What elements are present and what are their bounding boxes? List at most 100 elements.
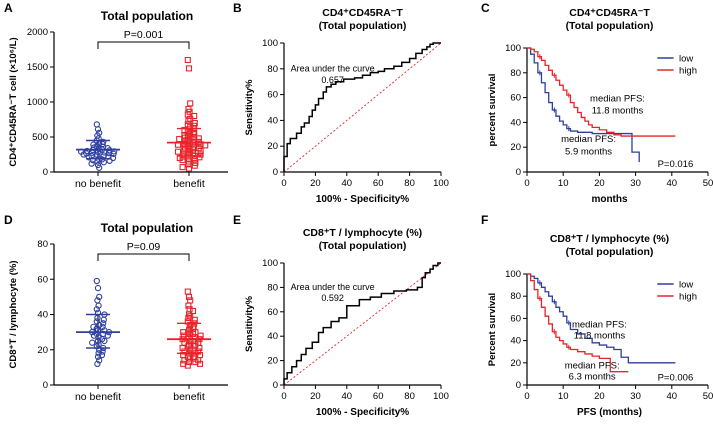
panel-A-point bbox=[174, 148, 182, 155]
panel-C-legend-label: high bbox=[679, 66, 697, 77]
panel-A-category-label: benefit bbox=[173, 178, 205, 190]
panel-letter-D: D bbox=[4, 213, 13, 227]
panel-F-x-tick-label: 30 bbox=[630, 391, 641, 402]
panel-C-legend-label: low bbox=[679, 54, 693, 65]
panel-E-x-tick-label: 60 bbox=[373, 391, 384, 402]
panel-E-x-tick-label: 40 bbox=[342, 391, 353, 402]
panel-A-point bbox=[110, 150, 117, 157]
panel-B-y-tick-label: 80 bbox=[267, 64, 278, 75]
panel-D-point bbox=[184, 288, 191, 295]
panel-A-title: Total population bbox=[101, 9, 193, 23]
panel-A-point bbox=[80, 151, 87, 158]
panel-A-point bbox=[185, 117, 192, 124]
panel-D-point bbox=[179, 344, 186, 352]
panel-A-point bbox=[185, 65, 193, 72]
panel-B-y-label: Sensitivity% bbox=[244, 79, 255, 136]
panel-F-x-tick-label: 10 bbox=[558, 391, 569, 402]
panel-E-y-label: Sensitivity% bbox=[244, 295, 255, 352]
panel-A-y-tick-label: 0 bbox=[43, 167, 48, 178]
panel-F-y-tick-label: 80 bbox=[510, 291, 521, 302]
panel-D-point bbox=[93, 306, 100, 313]
panel-D-y-tick-label: 60 bbox=[37, 274, 48, 285]
panel-D-point bbox=[100, 316, 107, 323]
panel-F-y-tick-label: 100 bbox=[505, 269, 521, 280]
panel-C-median-line2: 11.8 months bbox=[592, 106, 644, 117]
panel-letter-A: A bbox=[4, 1, 13, 15]
panel-B-reference-line bbox=[283, 42, 442, 173]
panel-B-subtitle: (Total population) bbox=[319, 20, 407, 32]
panel-C-y-tick-label: 0 bbox=[516, 167, 521, 178]
panel-F-median-line1: median PFS: bbox=[572, 319, 627, 330]
panel-B-y-tick-label: 100 bbox=[262, 38, 278, 49]
panel-F-x-tick-label: 40 bbox=[667, 391, 678, 402]
panel-B-y-tick-label: 20 bbox=[267, 141, 278, 152]
panel-D-point bbox=[94, 353, 102, 360]
panel-A-point bbox=[176, 136, 183, 143]
panel-C-y-tick-label: 40 bbox=[510, 117, 521, 128]
panel-A-point bbox=[191, 129, 198, 136]
panel-A-p-value: P=0.001 bbox=[124, 29, 164, 41]
panel-F-legend-label: high bbox=[679, 292, 697, 303]
panel-D-point bbox=[184, 362, 191, 369]
panel-B-y-tick-label: 40 bbox=[267, 115, 278, 126]
panel-F-x-label: PFS (months) bbox=[577, 407, 642, 418]
panel-A-point bbox=[179, 164, 186, 171]
panel-B-x-label: 100% - Specificity% bbox=[316, 194, 409, 205]
panel-D-point bbox=[185, 359, 193, 366]
panel-D-point bbox=[94, 284, 102, 292]
panel-E-y-tick-label: 80 bbox=[267, 282, 278, 293]
panel-D-point bbox=[93, 277, 100, 285]
panel-E-x-tick-label: 100 bbox=[433, 391, 449, 402]
panel-F-x-tick-label: 50 bbox=[703, 391, 713, 402]
panel-D-point bbox=[187, 346, 194, 353]
panel-C-y-tick-label: 60 bbox=[510, 93, 521, 104]
panel-D-point bbox=[101, 337, 108, 345]
panel-C-x-tick-label: 0 bbox=[524, 178, 529, 189]
panel-F-y-tick-label: 0 bbox=[516, 380, 521, 391]
panel-E-reference-line bbox=[283, 262, 442, 386]
panel-D-category-label: no benefit bbox=[75, 391, 121, 403]
panel-D-category-label: benefit bbox=[173, 391, 205, 403]
panel-E-x-tick-label: 0 bbox=[281, 391, 286, 402]
panel-D-point bbox=[94, 360, 101, 367]
panel-D-point bbox=[99, 323, 106, 330]
panel-D-point bbox=[197, 332, 204, 339]
panel-D-point bbox=[187, 355, 194, 362]
panel-A-point bbox=[185, 165, 193, 172]
panel-A-y-label: CD4⁺CD45RA⁻T cell (×10⁶/L) bbox=[8, 37, 19, 166]
panel-D-point bbox=[96, 293, 103, 301]
panel-F-survival-low bbox=[527, 273, 676, 364]
panel-F-median-line1: median PFS: bbox=[565, 360, 620, 371]
panel-E-x-label: 100% - Specificity% bbox=[316, 407, 409, 418]
panel-C-subtitle: (Total population) bbox=[566, 20, 654, 32]
panel-F-x-tick-label: 0 bbox=[524, 391, 529, 402]
panel-D-point bbox=[196, 344, 203, 352]
panel-A-point bbox=[96, 164, 103, 171]
panel-B-x-tick-label: 40 bbox=[342, 178, 353, 189]
panel-D-p-value: P=0.09 bbox=[127, 241, 161, 253]
panel-B-roc-curve bbox=[283, 42, 441, 172]
panel-D-point bbox=[196, 360, 204, 367]
panel-D-point bbox=[185, 311, 193, 318]
panel-D-y-tick-label: 40 bbox=[37, 310, 48, 321]
panel-A-point bbox=[180, 147, 187, 154]
panel-F-median-line2: 11.8 months bbox=[574, 330, 626, 341]
panel-A-point bbox=[185, 161, 192, 168]
panel-B-x-tick-label: 0 bbox=[281, 178, 286, 189]
panel-C-x-tick-label: 40 bbox=[667, 178, 678, 189]
panel-B-x-tick-label: 100 bbox=[433, 178, 449, 189]
panel-F-y-label: Percent survival bbox=[487, 293, 498, 366]
panel-A-point bbox=[181, 126, 188, 134]
panel-D-point bbox=[89, 339, 96, 346]
panel-B-x-tick-label: 20 bbox=[310, 178, 321, 189]
panel-C-median-line1: median PFS: bbox=[590, 93, 645, 104]
panel-C-y-tick-label: 100 bbox=[505, 43, 521, 54]
panel-C-y-tick-label: 20 bbox=[510, 142, 521, 153]
panel-D-point bbox=[191, 316, 198, 323]
panel-F-survival-high bbox=[527, 273, 629, 373]
panel-C-x-tick-label: 20 bbox=[594, 178, 605, 189]
panel-D-point bbox=[95, 350, 102, 357]
panel-D-point bbox=[185, 293, 193, 300]
panel-D-point bbox=[96, 346, 103, 353]
